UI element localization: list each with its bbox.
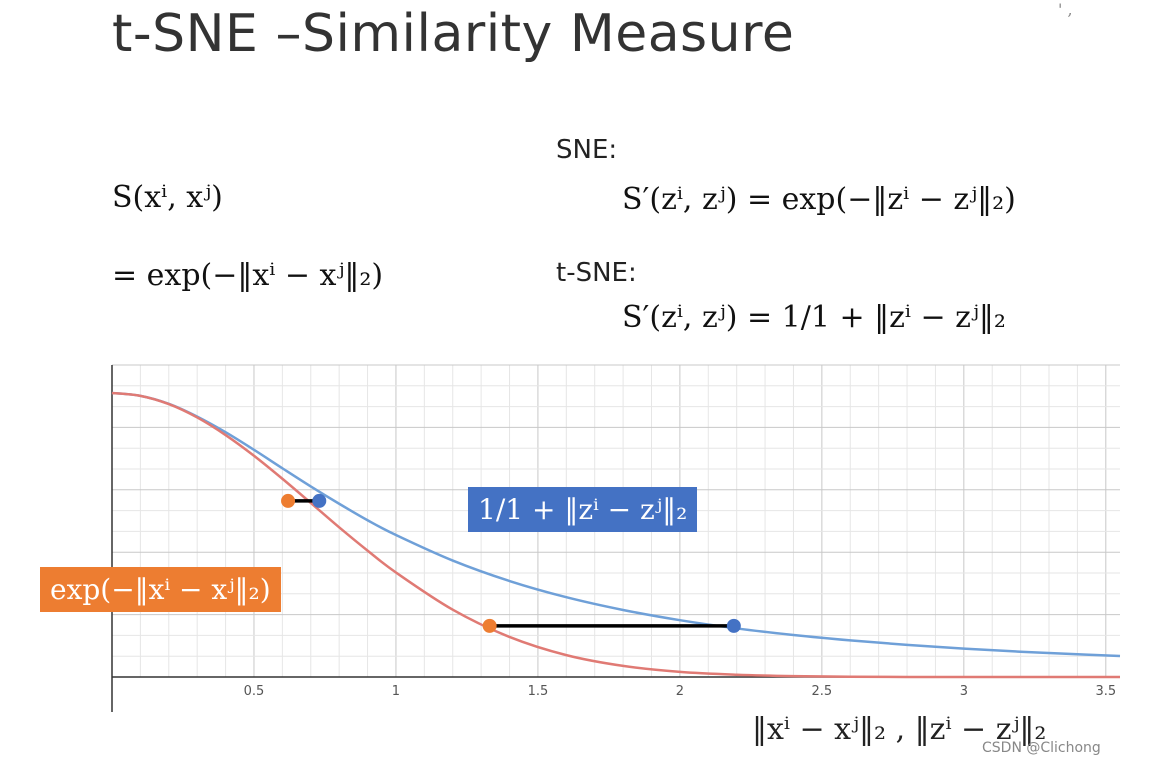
similarity-formula-line1-text: S(xⁱ, xʲ) [112,180,223,215]
similarity-formula-line2-text: = exp(−‖xⁱ − xʲ‖₂) [112,258,384,293]
legend-tsne-label: 1/1 + ‖zⁱ − zʲ‖₂ [478,493,688,526]
sne-formula: S′(zⁱ, zʲ) = exp(−‖zⁱ − zʲ‖₂) [622,182,1016,217]
tsne-label: t-SNE: [556,258,637,288]
sne-formula-text: S′(zⁱ, zʲ) = exp(−‖zⁱ − zʲ‖₂) [622,182,1016,217]
x-axis-label: ‖xⁱ − xʲ‖₂ , ‖zⁱ − zʲ‖₂ [752,712,1047,747]
sne-curve [111,391,1120,679]
chart-tick-labels: 0.5 1 1.5 2 2.5 3 3.5 [244,684,1117,699]
legend-tsne-box: 1/1 + ‖zⁱ − zʲ‖₂ [468,487,698,532]
x-tick-label: 3.5 [1095,684,1116,699]
x-tick-label: 2.5 [812,684,833,699]
legend-sne-box: exp(−‖xⁱ − xʲ‖₂) [40,567,281,612]
similarity-formula-line2: = exp(−‖xⁱ − xʲ‖₂) [112,258,383,293]
corner-mark: ' , [1058,0,1073,19]
similarity-formula-line1: S(xⁱ, xʲ) [112,180,223,215]
sne-label: SNE: [556,135,618,165]
x-tick-label: 3 [960,684,968,699]
chart-grid [112,364,1120,678]
chart-axes [111,365,1120,712]
chart-annotations [281,493,741,633]
slide-title: t-SNE –Similarity Measure [112,4,795,64]
x-tick-label: 1 [392,684,400,699]
tsne-point [726,618,741,633]
tsne-point [312,493,327,508]
x-tick-label: 2 [676,684,684,699]
tsne-curve [111,391,1121,658]
x-tick-label: 0.5 [244,684,265,699]
watermark: CSDN @Clichong [982,740,1101,756]
tsne-formula: S′(zⁱ, zʲ) = 1/1 + ‖zⁱ − zʲ‖₂ [622,300,1006,335]
chart-series [111,391,1121,679]
sne-point [482,618,497,633]
legend-sne-label: exp(−‖xⁱ − xʲ‖₂) [50,573,271,606]
tsne-formula-text: S′(zⁱ, zʲ) = 1/1 + ‖zⁱ − zʲ‖₂ [622,300,1006,335]
sne-point [281,493,296,508]
x-tick-label: 1.5 [528,684,549,699]
